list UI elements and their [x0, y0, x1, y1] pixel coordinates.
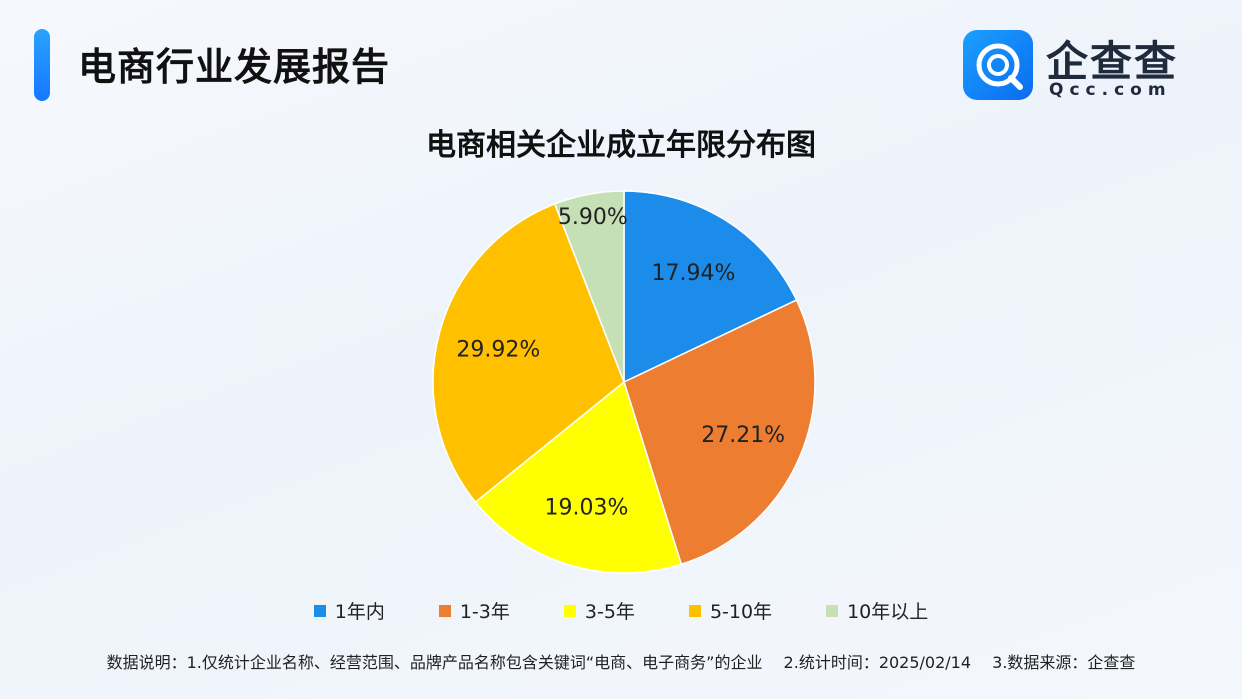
footnote: 数据说明：1.仅统计企业名称、经营范围、品牌产品名称包含关键词“电商、电子商务”…	[0, 649, 1242, 673]
legend-label: 1年内	[334, 601, 385, 623]
legend-label: 10年以上	[847, 601, 929, 623]
legend-item: 5-10年	[688, 597, 773, 624]
legend-swatch	[688, 604, 701, 617]
legend-item: 1年内	[313, 597, 385, 624]
qcc-logo: 企查查 Qcc.com	[963, 28, 1193, 102]
legend-label: 3-5年	[584, 601, 635, 623]
legend-item: 1-3年	[438, 597, 510, 624]
footnote-prefix: 数据说明：	[106, 653, 187, 672]
qcc-logo-icon	[963, 30, 1033, 100]
legend-swatch	[313, 604, 326, 617]
pie-slice-label: 17.94%	[652, 261, 736, 286]
pie-slice	[623, 299, 816, 566]
logo-text-cn: 企查查	[1046, 37, 1179, 86]
legend-label: 1-3年	[459, 601, 510, 623]
pie-slice-label: 19.03%	[544, 495, 628, 520]
legend-swatch	[826, 604, 839, 617]
pie-slice-label: 27.21%	[701, 423, 785, 448]
page-title: 电商行业发展报告	[78, 45, 391, 89]
legend-label: 5-10年	[709, 601, 773, 623]
pie-slice	[474, 380, 683, 574]
legend-item: 10年以上	[826, 597, 928, 624]
chart-legend: 1年内 1-3年 3-5年 5-10年 10年以上	[0, 597, 1242, 624]
pie-slice-label: 5.90%	[558, 205, 628, 230]
logo-text-en: Qcc.com	[1049, 80, 1172, 100]
chart-title: 电商相关企业成立年限分布图	[426, 128, 816, 163]
pie-slice-label: 29.92%	[456, 338, 540, 363]
legend-swatch	[438, 604, 451, 617]
legend-item: 3-5年	[563, 597, 635, 624]
title-accent-bar	[34, 29, 50, 101]
footnote-note-1: 1.仅统计企业名称、经营范围、品牌产品名称包含关键词“电商、电子商务”的企业	[186, 653, 763, 672]
pie-slice	[623, 190, 798, 384]
footnote-note-2: 2.统计时间：2025/02/14	[783, 653, 972, 672]
legend-swatch	[563, 604, 576, 617]
pie-slice	[432, 203, 625, 504]
footnote-note-3: 3.数据来源：企查查	[992, 653, 1136, 672]
pie-slice	[553, 190, 625, 383]
